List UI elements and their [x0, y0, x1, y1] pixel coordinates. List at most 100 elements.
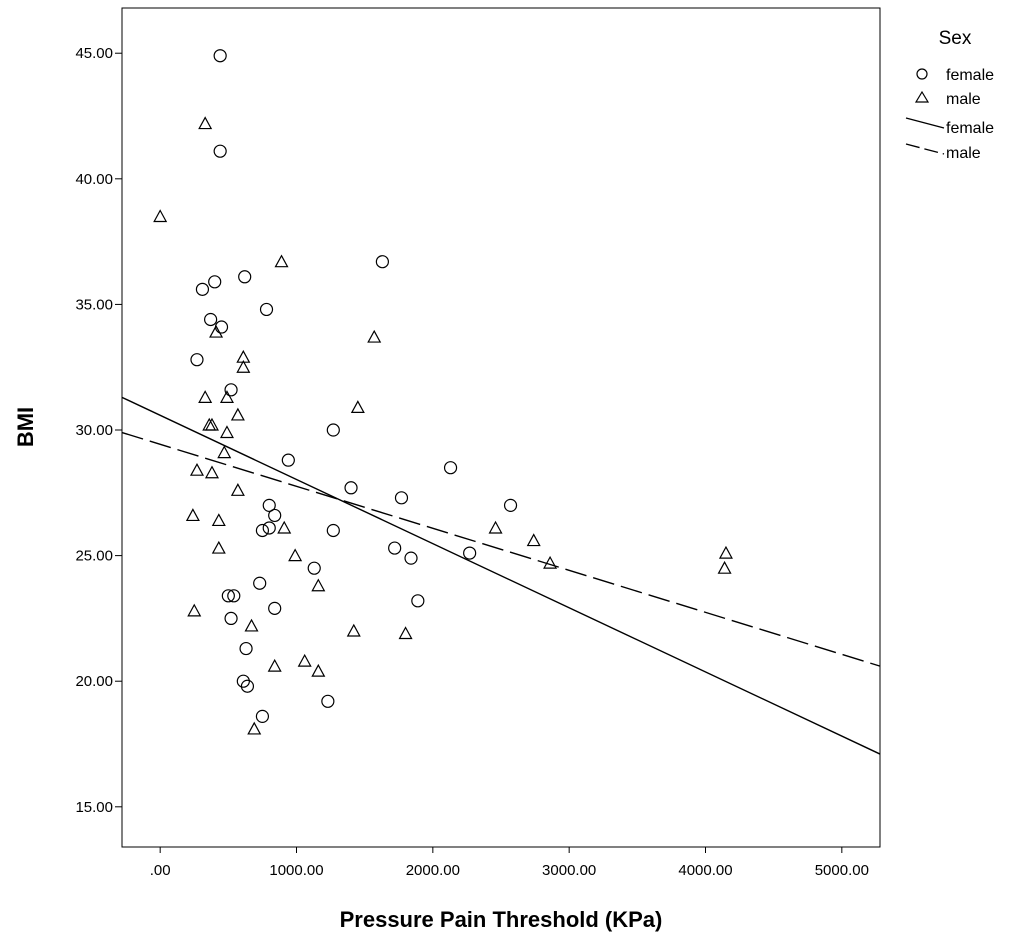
- y-tick-label-4: 35.00: [75, 296, 113, 313]
- point-male: [543, 555, 558, 569]
- fit-line-male: [121, 431, 881, 667]
- point-male: [277, 520, 292, 534]
- point-male: [219, 390, 234, 403]
- point-female: [255, 523, 270, 538]
- point-male: [217, 445, 232, 459]
- point-male: [297, 653, 312, 667]
- point-female: [463, 546, 477, 560]
- point-female: [394, 491, 409, 505]
- point-male: [488, 520, 503, 534]
- point-female: [259, 302, 274, 317]
- legend-female-line-label: female: [946, 120, 994, 137]
- point-male: [153, 209, 168, 223]
- point-female: [224, 611, 238, 626]
- point-male: [236, 359, 251, 373]
- point-male: [187, 603, 202, 617]
- point-female: [503, 498, 518, 512]
- point-male: [219, 425, 234, 439]
- point-female: [253, 576, 267, 590]
- y-axis-title: BMI: [13, 407, 38, 447]
- point-male: [288, 548, 303, 562]
- fit-lines: [121, 396, 881, 755]
- y-axis: 15.00 20.00 25.00 30.00 35.00 40.00 45.00: [75, 45, 122, 816]
- point-male: [189, 462, 204, 476]
- data-points: [153, 49, 733, 735]
- fit-line-female: [121, 396, 881, 755]
- point-male: [204, 417, 219, 431]
- point-female: [344, 481, 358, 495]
- y-tick-label-1: 20.00: [75, 673, 113, 690]
- point-female: [268, 601, 282, 615]
- point-female: [404, 551, 418, 565]
- legend-title: Sex: [939, 28, 972, 49]
- point-female: [307, 561, 321, 575]
- point-female: [221, 589, 235, 603]
- legend-male-marker-label: male: [946, 91, 981, 108]
- point-female: [190, 353, 204, 367]
- legend-female-marker: [916, 68, 928, 80]
- y-tick-label-3: 30.00: [75, 422, 113, 439]
- point-female: [195, 282, 210, 296]
- legend-female-line: [905, 117, 945, 129]
- point-male: [267, 658, 282, 672]
- point-female: [411, 594, 425, 608]
- point-female: [388, 541, 402, 555]
- legend-male-line-label: male: [946, 145, 981, 162]
- point-male: [185, 508, 200, 522]
- point-male: [718, 545, 733, 559]
- point-female: [321, 694, 335, 708]
- legend-male-line: [905, 143, 945, 155]
- point-female: [240, 679, 255, 693]
- x-tick-label-3: 3000.00: [542, 862, 596, 879]
- point-female: [213, 49, 227, 63]
- point-male: [311, 578, 326, 592]
- point-female: [326, 423, 340, 437]
- point-male: [526, 533, 541, 547]
- y-tick-label-0: 15.00: [75, 799, 113, 816]
- y-tick-label-2: 25.00: [75, 548, 113, 565]
- point-female: [443, 461, 458, 475]
- legend: Sex female male female male: [905, 28, 994, 162]
- point-male: [398, 626, 413, 640]
- point-male: [247, 721, 262, 735]
- point-female: [281, 453, 295, 467]
- x-axis: .00 1000.00 2000.00 3000.00 4000.00 5000.00: [150, 847, 869, 879]
- y-tick-label-6: 45.00: [75, 45, 113, 62]
- x-axis-title: Pressure Pain Threshold (KPa): [340, 907, 663, 932]
- point-male: [204, 465, 219, 479]
- x-tick-label-4: 4000.00: [678, 862, 732, 879]
- legend-male-marker: [914, 90, 930, 103]
- x-tick-label-1: 1000.00: [269, 862, 323, 879]
- point-female: [255, 709, 270, 723]
- point-male: [211, 513, 226, 527]
- plot-frame: [121, 7, 881, 848]
- x-tick-label-0: .00: [150, 862, 171, 879]
- point-male: [230, 483, 245, 496]
- point-female: [262, 498, 276, 512]
- y-tick-label-5: 40.00: [75, 171, 113, 188]
- point-female: [208, 275, 222, 289]
- point-female: [268, 508, 282, 523]
- point-male: [211, 540, 226, 554]
- point-male: [209, 324, 224, 338]
- point-female: [262, 521, 276, 535]
- legend-female-marker-label: female: [946, 67, 994, 84]
- x-tick-label-2: 2000.00: [406, 862, 460, 879]
- point-female: [213, 144, 227, 158]
- point-male: [350, 400, 365, 414]
- point-female: [238, 270, 252, 284]
- point-male: [346, 623, 361, 637]
- point-female: [204, 312, 218, 327]
- point-male: [274, 254, 289, 268]
- point-female: [227, 589, 241, 603]
- x-tick-label-5: 5000.00: [815, 862, 869, 879]
- point-female: [224, 383, 238, 397]
- point-male: [198, 116, 213, 130]
- point-male: [230, 407, 245, 421]
- point-male: [244, 618, 259, 632]
- point-female: [326, 523, 340, 538]
- point-female: [239, 641, 253, 656]
- point-female: [236, 674, 250, 688]
- point-male: [198, 390, 213, 403]
